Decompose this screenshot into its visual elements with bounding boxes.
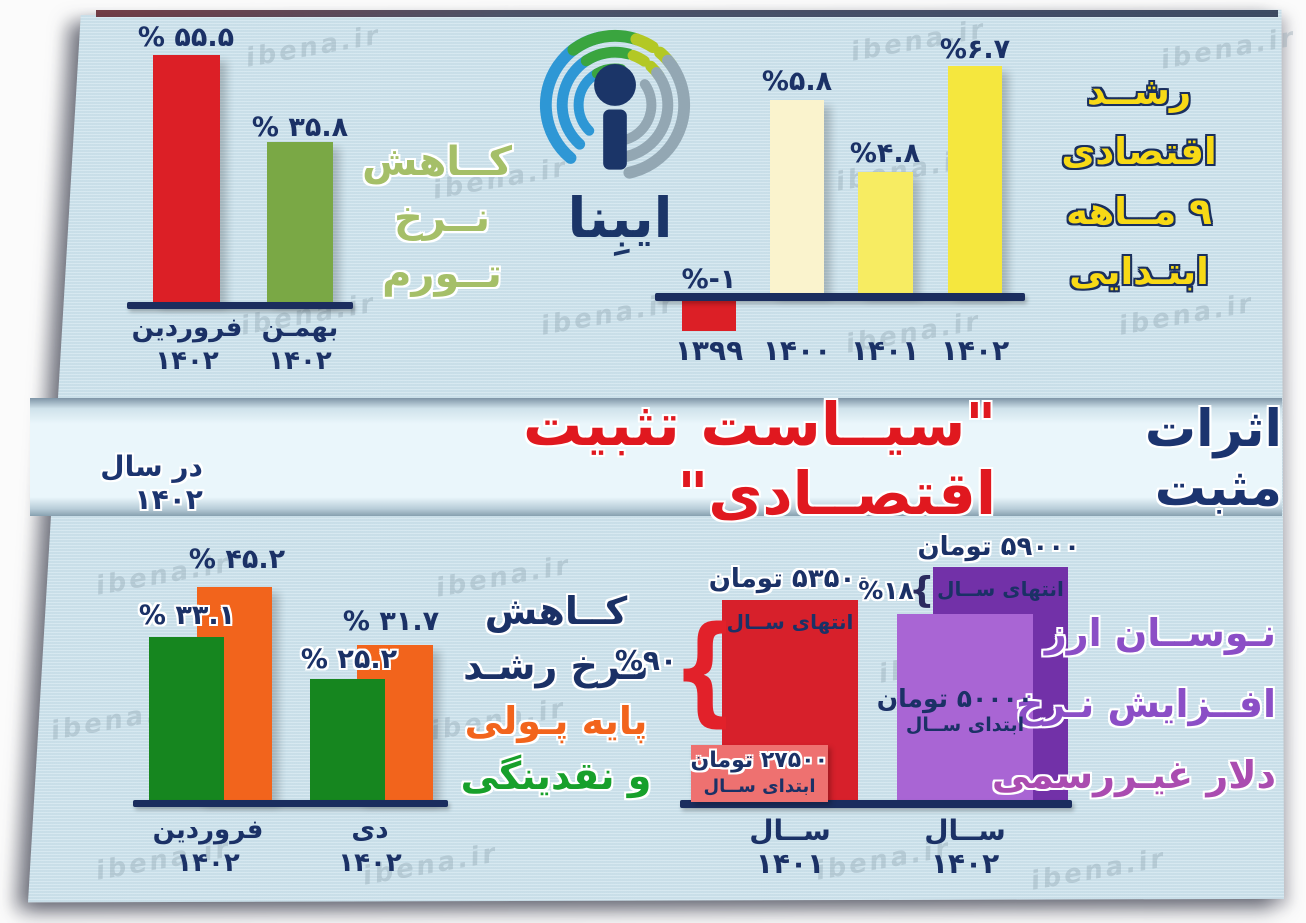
growth-value-1401: %۴.۸	[849, 138, 921, 169]
currency-1401-start-caption: ابتدای ســال	[703, 776, 816, 797]
side-title-line: تــورم	[382, 251, 502, 297]
currency-1401-start-value: ۲۷۵۰۰ تومان	[690, 748, 828, 773]
growth-category-1401: ۱۴۰۱	[850, 334, 920, 367]
currency-category-1402: ســال ۱۴۰۲	[900, 814, 1030, 880]
growth-category-1400: ۱۴۰۰	[762, 334, 832, 367]
money-value-liquidity-dey: % ۲۵.۲	[300, 644, 398, 675]
inflation-category-bahman: بهمـن ۱۴۰۲	[240, 312, 360, 378]
growth-category-1402: ۱۴۰۲	[940, 334, 1010, 367]
category-year: ۱۴۰۲	[338, 848, 402, 878]
currency-1401-change: %۹۰	[614, 644, 678, 677]
growth-value-1399: %-۱	[681, 264, 737, 295]
money-value-base-farvardin: % ۴۵.۲	[188, 544, 286, 575]
currency-bar-1402-start	[897, 614, 1033, 800]
growth-value-1402: %۶.۷	[939, 34, 1011, 65]
money-value-base-dey: % ۳۱.۷	[342, 606, 440, 637]
side-title-line: دلار غیـررسمی	[991, 753, 1276, 797]
growth-bar-1399	[682, 301, 736, 331]
category-label: ســال	[924, 814, 1006, 847]
side-title-line: اقتصادی	[1061, 130, 1217, 173]
currency-1402-start-caption: ابتدای ســال	[905, 714, 1025, 736]
category-label: ســال	[749, 814, 831, 847]
side-title-line: کــاهش	[484, 589, 628, 633]
inflation-value-farvardin: % ۵۵.۵	[137, 22, 235, 53]
side-title-line: افــزایش نـرخ	[1015, 682, 1276, 726]
growth-side-title: رشــد اقتصادی ۹ مــاهه ابتـدایی	[1040, 62, 1238, 302]
growth-bar-1401	[858, 172, 913, 293]
side-title-line: نـوســان ارز	[1044, 611, 1276, 655]
currency-1402-change: %۱۸	[858, 576, 914, 605]
category-month: دی	[351, 815, 389, 845]
side-title-line: نــرخ	[393, 195, 491, 241]
main-title: اثرات مثبت "سیــاست تثبیت اقتصــادی" در …	[30, 390, 1282, 528]
side-title-line: نـرخ رشـد	[463, 644, 649, 688]
currency-1402-end-value: ۵۹۰۰۰ تومان	[917, 532, 1080, 562]
currency-side-title: نـوســان ارز افــزایش نـرخ دلار غیـررسمی	[991, 598, 1276, 811]
category-year: ۱۴۰۲	[268, 346, 332, 376]
inflation-axis	[127, 302, 353, 309]
side-title-line: و نقدینگی	[460, 754, 652, 798]
growth-axis	[655, 293, 1025, 301]
category-month: فروردین	[131, 313, 243, 343]
category-year: ۱۴۰۲	[930, 847, 1000, 880]
category-month: فروردین	[152, 815, 264, 845]
side-title-line: پایه پـولی	[464, 699, 648, 743]
inflation-bar-bahman	[267, 142, 333, 302]
money-category-farvardin: فروردین ۱۴۰۲	[148, 814, 268, 880]
side-title-line: کــاهش	[362, 139, 512, 185]
growth-bar-1402	[948, 66, 1002, 293]
growth-bar-1400	[770, 100, 824, 293]
category-year: ۱۴۰۱	[755, 847, 825, 880]
money-bar-liquidity-dey	[310, 679, 385, 800]
category-year: ۱۴۰۲	[155, 346, 219, 376]
currency-1401-start-box	[691, 745, 828, 802]
inflation-side-title: کــاهش نــرخ تــورم	[362, 134, 512, 302]
inflation-bar-farvardin	[153, 55, 220, 302]
money-side-title: کــاهش نـرخ رشـد پایه پـولی و نقدینگی	[452, 584, 660, 804]
money-value-liquidity-farvardin: % ۳۳.۱	[138, 600, 236, 631]
category-month: بهمـن	[261, 313, 339, 343]
currency-1401-end-caption: انتهای ســال	[726, 610, 854, 634]
category-year: ۱۴۰۲	[176, 848, 240, 878]
currency-axis	[680, 800, 1072, 808]
currency-category-1401: ســال ۱۴۰۱	[725, 814, 855, 880]
brace-18-percent-icon: {	[909, 570, 935, 611]
title-prefix: اثرات مثبت	[1144, 400, 1282, 518]
money-bar-liquidity-farvardin	[149, 637, 224, 800]
money-category-dey: دی ۱۴۰۲	[310, 814, 430, 880]
side-title-line: ۹ مــاهه	[1066, 190, 1212, 233]
inflation-value-bahman: % ۳۵.۸	[251, 112, 349, 143]
side-title-line: ابتـدایی	[1069, 250, 1209, 293]
currency-1402-end-caption: انتهای ســال	[937, 577, 1064, 601]
ibena-logo-title: ایبِنا	[567, 186, 673, 250]
inflation-category-farvardin: فروردین ۱۴۰۲	[127, 312, 247, 378]
currency-1402-start-value: ۵۰۰۰۰ تومان	[876, 684, 1033, 713]
growth-value-1400: %۵.۸	[761, 66, 833, 97]
ibena-logo-icon	[539, 29, 691, 181]
currency-1401-end-value: ۵۳۵۰۰ تومان	[708, 564, 872, 594]
title-band: اثرات مثبت "سیــاست تثبیت اقتصــادی" در …	[30, 390, 1282, 528]
money-axis	[133, 800, 448, 807]
side-title-line: رشــد	[1086, 70, 1192, 113]
title-suffix: در سال ۱۴۰۲	[100, 450, 203, 516]
card-top-edge	[96, 10, 1278, 17]
title-highlight: "سیــاست تثبیت اقتصــادی"	[522, 390, 997, 528]
growth-category-1399: ۱۳۹۹	[674, 334, 744, 367]
